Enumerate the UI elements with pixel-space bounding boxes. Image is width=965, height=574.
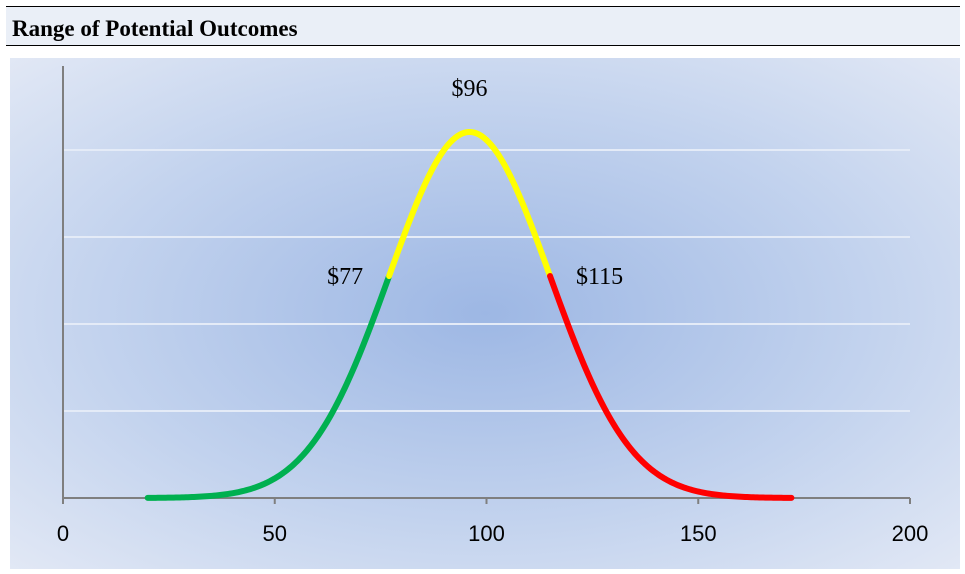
- grid-lines: [63, 149, 910, 412]
- curve-segment-1: [144, 273, 393, 501]
- annotations: $77 $96 $115: [327, 76, 623, 290]
- page-title: Range of Potential Outcomes: [12, 16, 298, 41]
- plot-background: [10, 58, 960, 569]
- annotation-label-2: $96: [452, 76, 488, 102]
- x-tick-label-150: 150: [680, 521, 717, 546]
- curve-segment-2: [386, 129, 554, 280]
- x-tick-label-100: 100: [468, 521, 505, 546]
- x-tick-label-50: 50: [263, 521, 287, 546]
- header-bar: Range of Potential Outcomes: [6, 6, 960, 46]
- outcome-distribution-chart: $77 $96 $115 0 50 100 150 200: [10, 58, 960, 569]
- annotation-label-1: $77: [327, 264, 363, 290]
- curve-segments: [144, 129, 795, 501]
- x-tick-label-0: 0: [57, 521, 69, 546]
- x-tick-labels: 0 50 100 150 200: [57, 521, 928, 546]
- chart-container: $77 $96 $115 0 50 100 150 200: [0, 50, 965, 569]
- curve-segment-3: [547, 273, 795, 501]
- annotation-label-3: $115: [576, 264, 623, 290]
- x-tick-label-200: 200: [892, 521, 929, 546]
